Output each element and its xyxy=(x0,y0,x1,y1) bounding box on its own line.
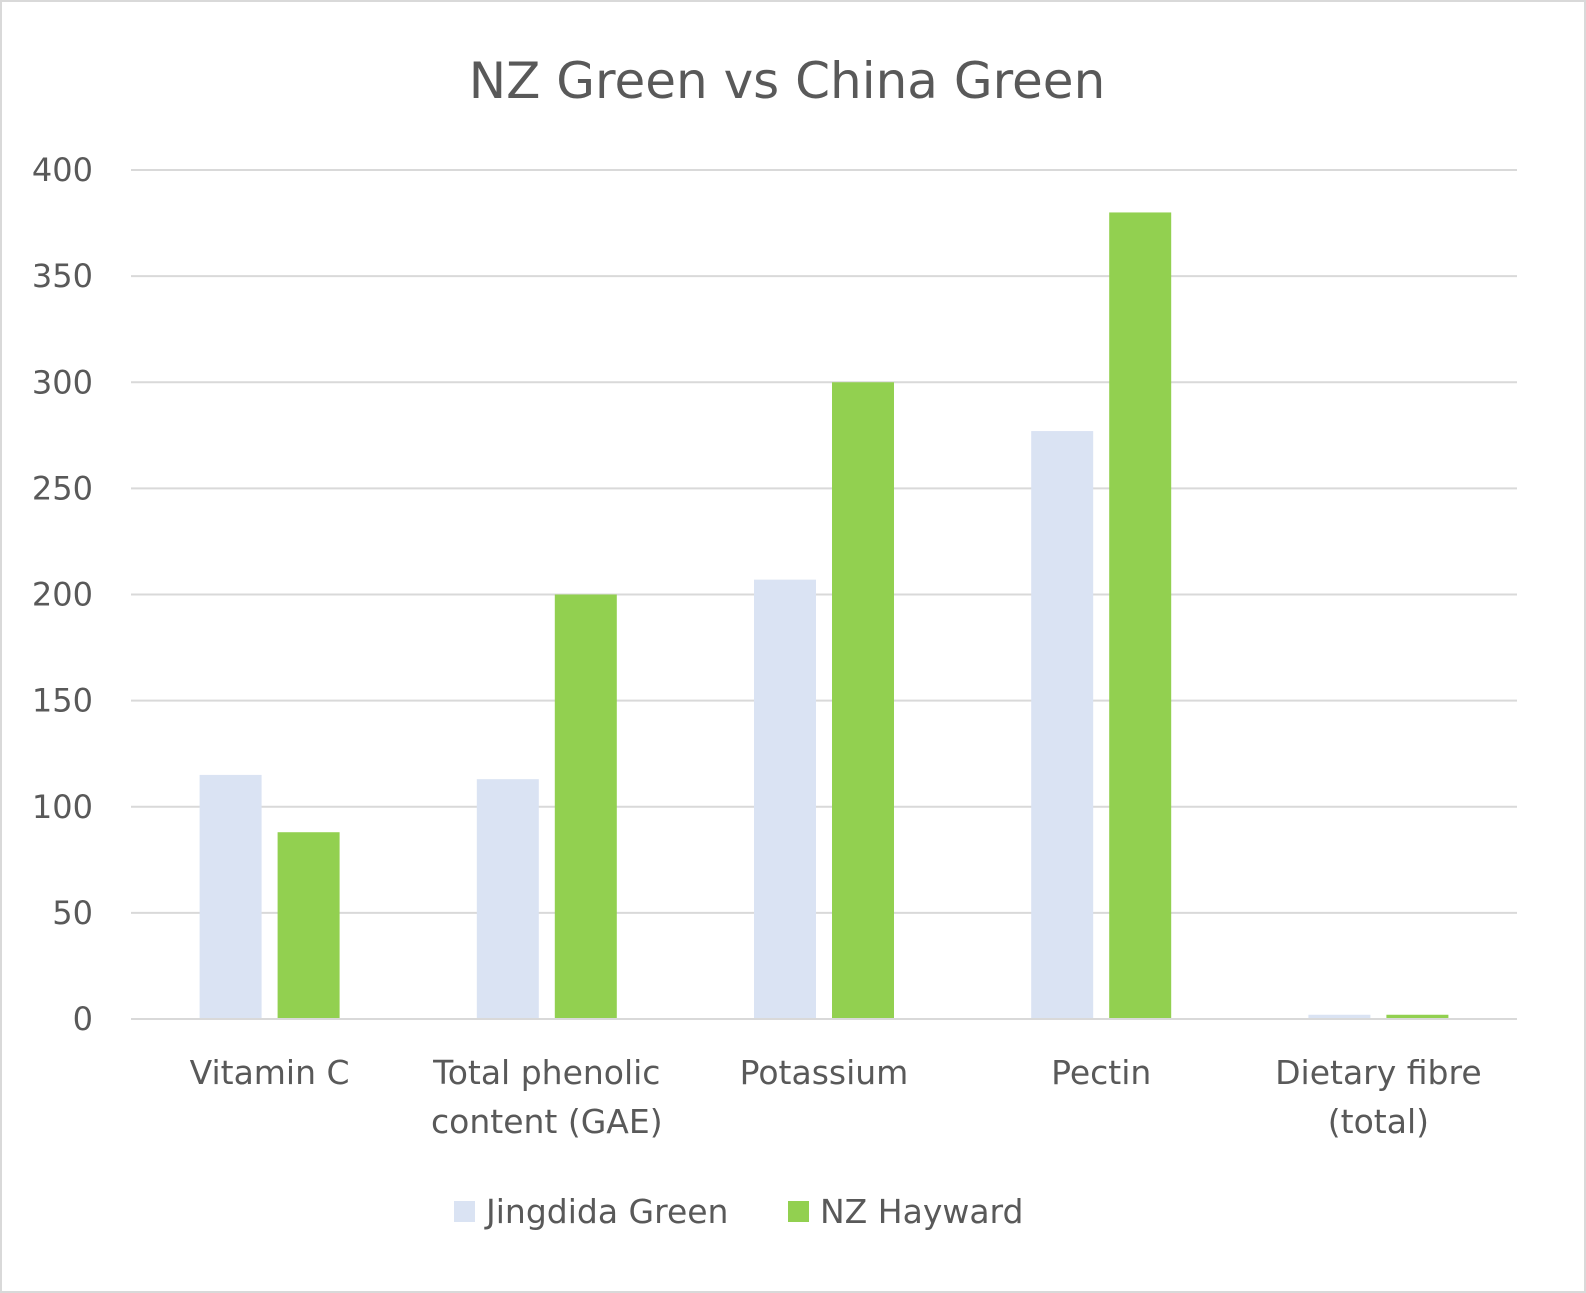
bar xyxy=(1386,1014,1449,1019)
bar xyxy=(1031,431,1094,1019)
legend-swatch xyxy=(454,1201,475,1222)
gridlines xyxy=(131,169,1517,914)
bar xyxy=(754,579,816,1019)
x-category-label: (total) xyxy=(1328,1102,1429,1141)
x-category-label: Dietary fibre xyxy=(1275,1053,1482,1092)
bar xyxy=(476,779,539,1019)
legend-label: NZ Hayward xyxy=(820,1192,1024,1231)
bar xyxy=(1109,212,1172,1019)
y-tick-label: 350 xyxy=(32,257,93,295)
x-category-label: Total phenolic xyxy=(432,1053,660,1092)
bar xyxy=(1308,1014,1371,1019)
bar xyxy=(199,774,262,1019)
x-category-label: content (GAE) xyxy=(431,1102,663,1141)
bar xyxy=(832,382,894,1019)
x-category-label: Pectin xyxy=(1051,1053,1151,1092)
y-tick-label: 200 xyxy=(32,576,93,614)
y-axis-tick-labels: 0 50 100 150 200 250 300 350 400 xyxy=(32,151,93,1038)
legend-swatch xyxy=(788,1201,809,1222)
y-tick-label: 250 xyxy=(32,469,93,507)
chart-title: NZ Green vs China Green xyxy=(469,52,1106,110)
x-axis-category-labels: Vitamin C Total phenolic content (GAE) Pota… xyxy=(190,1053,1482,1141)
y-tick-label: 400 xyxy=(32,151,93,189)
x-category-label: Potassium xyxy=(740,1053,909,1092)
bars xyxy=(199,212,1449,1019)
y-tick-label: 0 xyxy=(73,1000,93,1038)
y-tick-label: 150 xyxy=(32,682,93,720)
bar xyxy=(554,594,617,1019)
bar xyxy=(277,832,340,1019)
y-tick-label: 300 xyxy=(32,363,93,401)
legend-label: Jingdida Green xyxy=(484,1192,728,1231)
y-tick-label: 100 xyxy=(32,788,93,826)
x-category-label: Vitamin C xyxy=(190,1053,350,1092)
y-tick-label: 50 xyxy=(52,894,93,932)
legend: Jingdida Green NZ Hayward xyxy=(454,1192,1024,1231)
